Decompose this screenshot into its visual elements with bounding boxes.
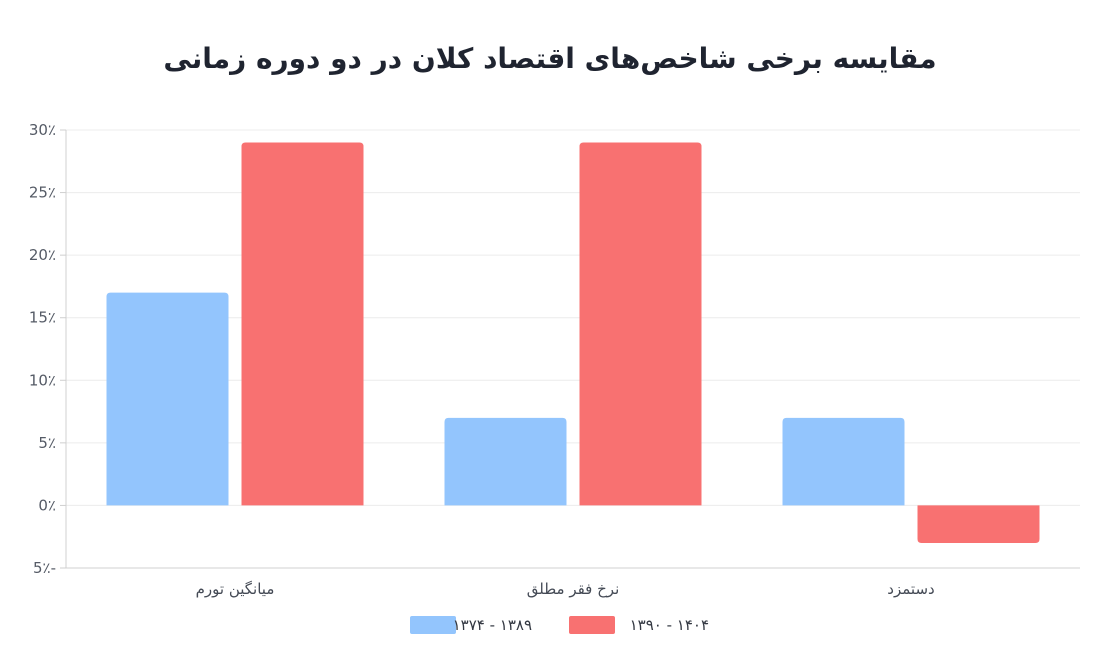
y-tick-label: 5٪- xyxy=(33,559,56,577)
legend-swatch xyxy=(569,616,615,634)
bar xyxy=(917,505,1040,543)
y-tick-label: 20٪ xyxy=(29,246,56,264)
y-axis-ticks: 30٪ 25٪ 20٪ 15٪ 10٪ 5٪ 0٪ 5٪- xyxy=(29,121,66,577)
legend-label: ۱۳۹۰ - ۱۴۰۴ xyxy=(630,616,709,634)
y-tick-label: 30٪ xyxy=(29,121,56,139)
x-axis-categories: میانگین تورم نرخ فقر مطلق دستمزد xyxy=(196,580,935,598)
bar xyxy=(782,417,905,506)
y-tick-label: 15٪ xyxy=(29,309,56,327)
chart-title: مقایسه برخی شاخص‌های اقتصاد کلان در دو د… xyxy=(163,42,936,75)
bar xyxy=(444,417,567,506)
x-category-label: نرخ فقر مطلق xyxy=(527,580,620,598)
y-tick-label: 10٪ xyxy=(29,371,56,389)
legend: ۱۳۷۴ - ۱۳۸۹ ۱۳۹۰ - ۱۴۰۴ xyxy=(410,616,709,634)
y-tick-label: 25٪ xyxy=(29,184,56,202)
bars xyxy=(106,142,1040,543)
x-category-label: دستمزد xyxy=(887,580,934,598)
bar xyxy=(106,292,229,506)
legend-swatch xyxy=(410,616,456,634)
axes xyxy=(65,130,1080,569)
y-tick-label: 5٪ xyxy=(38,434,56,452)
legend-label: ۱۳۷۴ - ۱۳۸۹ xyxy=(453,616,532,634)
bar xyxy=(579,142,702,506)
y-tick-label: 0٪ xyxy=(38,496,56,514)
bar xyxy=(241,142,364,506)
gridlines xyxy=(66,129,1080,569)
x-category-label: میانگین تورم xyxy=(196,580,275,598)
